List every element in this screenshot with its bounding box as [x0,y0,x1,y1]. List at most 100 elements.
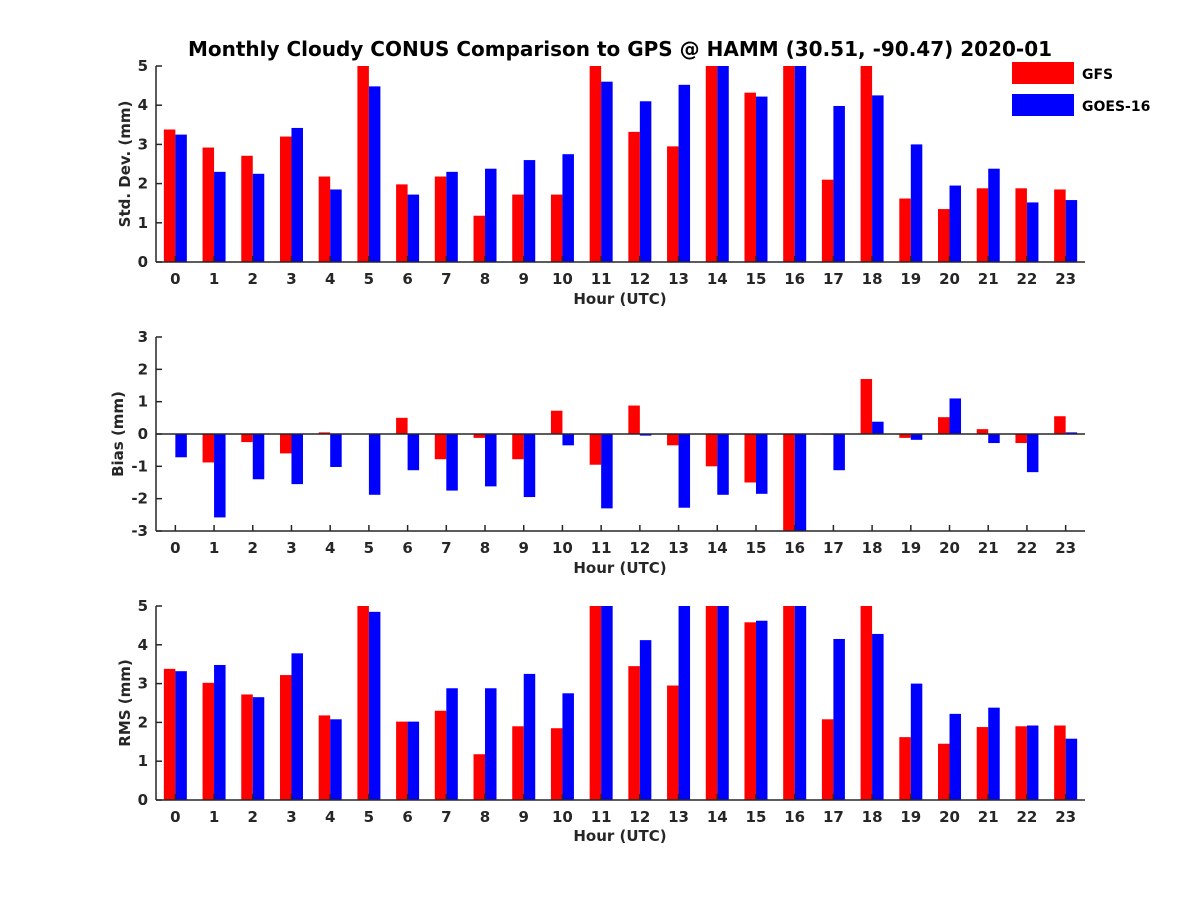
rms-bar-goes16-21 [988,707,1000,800]
std-dev-bar-goes16-10 [562,154,574,262]
bias-ylabel: Bias (mm) [109,391,127,477]
std-dev-bar-gfs-11 [589,66,602,262]
std-dev-ytick-label: 2 [138,175,148,193]
std-dev-xtick-label: 11 [591,270,612,288]
rms-xtick-label: 11 [591,808,612,826]
rms-bar-goes16-4 [330,719,342,800]
rms-bar-goes16-1 [214,664,226,800]
bias-bar-goes16-11 [601,434,613,509]
bias-bar-gfs-2 [241,434,253,443]
std-dev-bar-goes16-3 [291,127,303,262]
rms-xtick-label: 16 [784,808,805,826]
rms-bar-gfs-12 [628,666,640,800]
bias-bar-gfs-23 [1054,416,1066,434]
rms-ytick-label: 2 [138,713,148,731]
bias-bar-gfs-11 [589,434,602,465]
bias-bar-goes16-15 [755,434,768,494]
std-dev-xtick-label: 18 [862,270,883,288]
std-dev-bar-goes16-15 [755,96,768,262]
std-dev-xtick-label: 9 [519,270,529,288]
std-dev-xtick-label: 6 [402,270,412,288]
std-dev-bar-gfs-3 [279,136,292,262]
bias-bar-gfs-3 [279,434,292,454]
bias-bar-goes16-10 [562,434,574,446]
std-dev-bar-goes16-20 [949,185,962,262]
std-dev-bar-goes16-13 [678,84,691,262]
rms-bar-gfs-6 [396,721,408,800]
bias-xtick-label: 23 [1055,539,1076,557]
rms-bar-goes16-2 [252,697,265,800]
rms-bar-goes16-16 [794,606,807,800]
bias-bar-gfs-8 [473,434,486,438]
std-dev-bar-gfs-5 [357,66,369,262]
rms-ytick-label: 0 [138,791,148,809]
bias-xtick-label: 14 [707,539,728,557]
bias-ytick-label: -2 [131,490,148,508]
bias-bar-goes16-16 [794,434,807,531]
rms-xtick-label: 1 [209,808,219,826]
bias-bar-gfs-10 [550,410,563,434]
rms-xtick-label: 21 [978,808,999,826]
bias-xtick-label: 17 [823,539,844,557]
rms-bar-gfs-15 [744,622,756,800]
bias-xtick-label: 16 [784,539,805,557]
bias-bar-gfs-22 [1015,434,1027,444]
rms-bar-gfs-8 [473,754,486,800]
bias-bar-gfs-6 [396,417,408,434]
bias-xtick-label: 15 [746,539,767,557]
rms-ytick-label: 4 [138,636,148,654]
std-dev-bar-gfs-17 [821,179,834,262]
bias-xtick-label: 1 [209,539,219,557]
bias-ytick-label: 2 [138,360,148,378]
chart-title: Monthly Cloudy CONUS Comparison to GPS @… [188,37,1052,61]
rms-bar-goes16-20 [949,713,962,800]
bias-bar-goes16-23 [1065,432,1078,434]
std-dev-bar-goes16-16 [794,66,807,262]
std-dev-xtick-label: 13 [668,270,689,288]
rms-bar-gfs-13 [667,685,679,800]
std-dev-bar-gfs-20 [938,209,950,262]
rms-bar-gfs-23 [1054,725,1066,800]
rms-xtick-label: 4 [325,808,335,826]
std-dev-bar-gfs-2 [241,155,253,262]
bias-xtick-label: 11 [591,539,612,557]
std-dev-bar-gfs-16 [783,66,795,262]
std-dev-bar-gfs-21 [976,188,989,262]
rms-xtick-label: 3 [286,808,296,826]
bias-bar-goes16-2 [252,434,265,480]
bias-bar-gfs-18 [860,379,873,434]
rms-xtick-label: 13 [668,808,689,826]
std-dev-xlabel: Hour (UTC) [573,290,666,308]
bias-bar-gfs-9 [512,434,524,460]
rms-bar-gfs-0 [163,668,176,800]
bias-xtick-label: 21 [978,539,999,557]
bias-bar-gfs-16 [783,434,795,531]
std-dev-ytick-label: 5 [138,57,148,75]
std-dev-bar-goes16-23 [1065,200,1078,262]
rms-bar-goes16-22 [1026,725,1039,800]
bias-bar-goes16-9 [523,434,536,498]
rms-xtick-label: 19 [900,808,921,826]
bias-xtick-label: 3 [286,539,296,557]
legend-label-gfs: GFS [1082,67,1113,83]
rms-bar-gfs-2 [241,694,253,800]
rms-bar-gfs-1 [202,682,215,800]
rms-bar-goes16-0 [175,671,187,800]
std-dev-ytick-label: 0 [138,253,148,271]
rms-bar-goes16-12 [639,640,652,800]
bias-bar-goes16-12 [639,434,652,436]
rms-bar-gfs-22 [1015,726,1027,800]
rms-bar-gfs-14 [705,606,718,800]
legend-swatch-gfs [1012,62,1074,84]
bias-bar-goes16-6 [407,434,420,471]
legend-label-goes16: GOES-16 [1082,99,1150,115]
std-dev-bar-goes16-22 [1026,202,1039,262]
rms-bar-goes16-11 [601,606,613,800]
bias-bar-goes16-17 [833,434,845,471]
std-dev-bar-goes16-0 [175,134,187,262]
legend: GFS GOES-16 [1012,62,1150,116]
std-dev-bar-gfs-9 [512,194,524,262]
bias-bar-goes16-7 [446,434,458,491]
std-dev-xtick-label: 19 [900,270,921,288]
